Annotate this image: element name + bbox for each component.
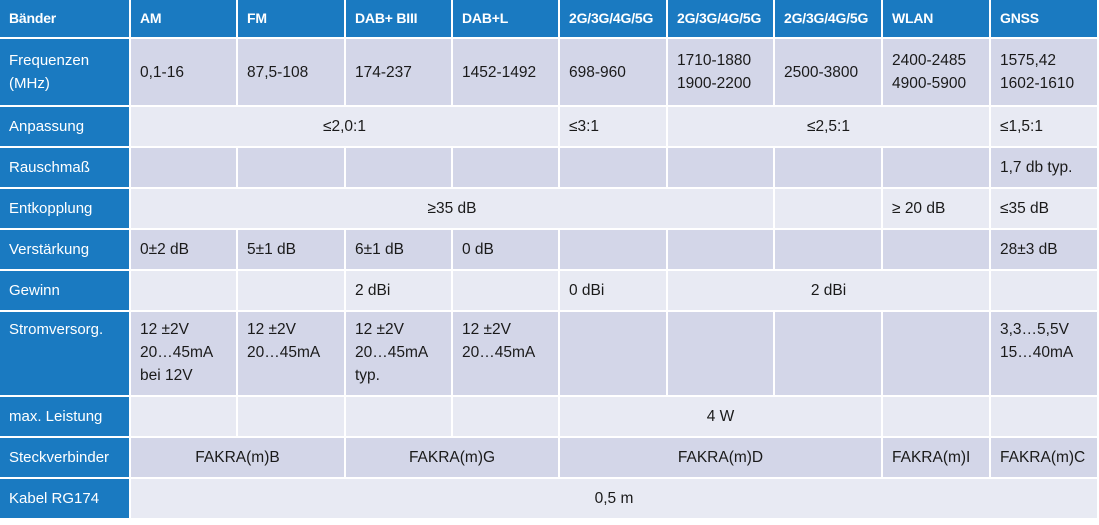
cell-gewinn-lte-low: 0 dBi [560, 271, 668, 312]
cell-freq-lte-2: 1710-1880 1900-2200 [668, 39, 775, 107]
header-row: Bänder AM FM DAB+ BIII DAB+L 2G/3G/4G/5G… [0, 0, 1099, 39]
row-label-entkopplung: Entkopplung [0, 189, 131, 230]
row-frequenzen: Frequenzen (MHz) 0,1-16 87,5-108 174-237… [0, 39, 1099, 107]
cell-rausch-gnss: 1,7 db typ. [991, 148, 1099, 189]
cell-freq-gnss: 1575,42 1602-1610 [991, 39, 1099, 107]
row-label-frequenzen: Frequenzen (MHz) [0, 39, 131, 107]
cell-stecker-am-fm: FAKRA(m)B [131, 438, 346, 479]
cell-rausch-fm [238, 148, 346, 189]
cell-gewinn-dab-b3: 2 dBi [346, 271, 453, 312]
row-anpassung: Anpassung ≤2,0:1 ≤3:1 ≤2,5:1 ≤1,5:1 [0, 107, 1099, 148]
cell-gewinn-am [131, 271, 238, 312]
cell-strom-dab-l: 12 ±2V 20…45mA [453, 312, 560, 397]
header-band-gnss: GNSS [991, 0, 1099, 39]
row-rauschmass: Rauschmaß 1,7 db typ. [0, 148, 1099, 189]
row-label-anpassung: Anpassung [0, 107, 131, 148]
cell-entkopplung-gnss: ≤35 dB [991, 189, 1099, 230]
cell-verst-lte-2 [668, 230, 775, 271]
cell-strom-fm: 12 ±2V 20…45mA [238, 312, 346, 397]
cell-strom-wlan [883, 312, 991, 397]
row-kabel: Kabel RG174 0,5 m [0, 479, 1099, 520]
row-entkopplung: Entkopplung ≥35 dB ≥ 20 dB ≤35 dB [0, 189, 1099, 230]
cell-verst-am: 0±2 dB [131, 230, 238, 271]
cell-entkopplung-wlan: ≥ 20 dB [883, 189, 991, 230]
cell-leistung-dab-b3 [346, 397, 453, 438]
cell-strom-gnss: 3,3…5,5V 15…40mA [991, 312, 1099, 397]
header-band-dab-b3: DAB+ BIII [346, 0, 453, 39]
cell-anpassung-am-dab: ≤2,0:1 [131, 107, 560, 148]
cell-leistung-dab-l [453, 397, 560, 438]
cell-leistung-am [131, 397, 238, 438]
cell-stecker-lte: FAKRA(m)D [560, 438, 883, 479]
cell-kabel-all: 0,5 m [131, 479, 1099, 520]
cell-strom-lte-2 [668, 312, 775, 397]
header-label: Bänder [0, 0, 131, 39]
cell-strom-lte-3 [775, 312, 883, 397]
row-label-kabel: Kabel RG174 [0, 479, 131, 520]
cell-freq-fm: 87,5-108 [238, 39, 346, 107]
row-gewinn: Gewinn 2 dBi 0 dBi 2 dBi [0, 271, 1099, 312]
cell-freq-am: 0,1-16 [131, 39, 238, 107]
cell-gewinn-gnss [991, 271, 1099, 312]
row-max-leistung: max. Leistung 4 W [0, 397, 1099, 438]
row-label-gewinn: Gewinn [0, 271, 131, 312]
row-stromversorgung: Stromversorg. 12 ±2V 20…45mA bei 12V 12 … [0, 312, 1099, 397]
header-band-dab-l: DAB+L [453, 0, 560, 39]
cell-stecker-wlan: FAKRA(m)I [883, 438, 991, 479]
header-band-fm: FM [238, 0, 346, 39]
cell-verst-dab-b3: 6±1 dB [346, 230, 453, 271]
cell-freq-lte-3: 2500-3800 [775, 39, 883, 107]
cell-gewinn-fm [238, 271, 346, 312]
cell-rausch-wlan [883, 148, 991, 189]
header-band-wlan: WLAN [883, 0, 991, 39]
cell-entkopplung-lte-3 [775, 189, 883, 230]
cell-anpassung-lte-high-wlan: ≤2,5:1 [668, 107, 991, 148]
cell-verst-dab-l: 0 dB [453, 230, 560, 271]
cell-verst-fm: 5±1 dB [238, 230, 346, 271]
cell-leistung-lte-all: 4 W [560, 397, 883, 438]
row-label-rauschmass: Rauschmaß [0, 148, 131, 189]
cell-stecker-gnss: FAKRA(m)C [991, 438, 1099, 479]
cell-freq-dab-b3: 174-237 [346, 39, 453, 107]
cell-rausch-lte-2 [668, 148, 775, 189]
row-label-verstaerkung: Verstärkung [0, 230, 131, 271]
cell-verst-gnss: 28±3 dB [991, 230, 1099, 271]
cell-freq-dab-l: 1452-1492 [453, 39, 560, 107]
header-band-lte-2: 2G/3G/4G/5G [668, 0, 775, 39]
cell-entkopplung-am-lte: ≥35 dB [131, 189, 775, 230]
cell-leistung-wlan [883, 397, 991, 438]
cell-gewinn-lte-high-wlan: 2 dBi [668, 271, 991, 312]
header-band-am: AM [131, 0, 238, 39]
cell-leistung-fm [238, 397, 346, 438]
header-band-lte-1: 2G/3G/4G/5G [560, 0, 668, 39]
cell-stecker-dab: FAKRA(m)G [346, 438, 560, 479]
cell-freq-wlan: 2400-2485 4900-5900 [883, 39, 991, 107]
cell-verst-lte-1 [560, 230, 668, 271]
row-steckverbinder: Steckverbinder FAKRA(m)B FAKRA(m)G FAKRA… [0, 438, 1099, 479]
cell-rausch-dab-l [453, 148, 560, 189]
header-band-lte-3: 2G/3G/4G/5G [775, 0, 883, 39]
row-label-steckverbinder: Steckverbinder [0, 438, 131, 479]
cell-strom-am: 12 ±2V 20…45mA bei 12V [131, 312, 238, 397]
cell-gewinn-dab-l [453, 271, 560, 312]
cell-verst-wlan [883, 230, 991, 271]
cell-verst-lte-3 [775, 230, 883, 271]
cell-strom-lte-1 [560, 312, 668, 397]
cell-rausch-dab-b3 [346, 148, 453, 189]
cell-rausch-lte-1 [560, 148, 668, 189]
cell-strom-dab-b3: 12 ±2V 20…45mA typ. [346, 312, 453, 397]
cell-anpassung-lte-low: ≤3:1 [560, 107, 668, 148]
row-label-stromversorgung: Stromversorg. [0, 312, 131, 397]
cell-anpassung-gnss: ≤1,5:1 [991, 107, 1099, 148]
cell-freq-lte-1: 698-960 [560, 39, 668, 107]
row-label-max-leistung: max. Leistung [0, 397, 131, 438]
cell-rausch-lte-3 [775, 148, 883, 189]
cell-leistung-gnss [991, 397, 1099, 438]
cell-rausch-am [131, 148, 238, 189]
row-verstaerkung: Verstärkung 0±2 dB 5±1 dB 6±1 dB 0 dB 28… [0, 230, 1099, 271]
